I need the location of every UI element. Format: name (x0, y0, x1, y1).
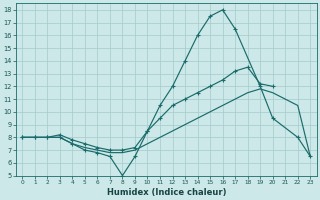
X-axis label: Humidex (Indice chaleur): Humidex (Indice chaleur) (107, 188, 226, 197)
